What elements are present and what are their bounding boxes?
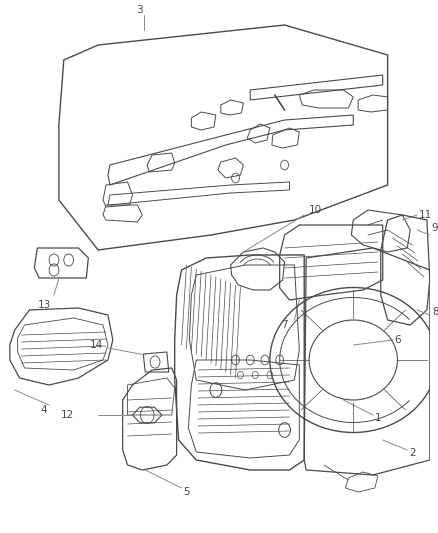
- Text: 2: 2: [409, 448, 416, 458]
- Text: 6: 6: [395, 335, 401, 345]
- Text: 14: 14: [90, 340, 103, 350]
- Text: 1: 1: [375, 413, 381, 423]
- Text: 7: 7: [281, 320, 288, 330]
- Text: 5: 5: [184, 487, 190, 497]
- Text: 11: 11: [419, 210, 432, 220]
- Text: 8: 8: [432, 307, 438, 317]
- Text: 3: 3: [136, 5, 143, 15]
- Text: 9: 9: [432, 223, 438, 233]
- Text: 4: 4: [41, 405, 47, 415]
- Text: 10: 10: [309, 205, 322, 215]
- Text: 12: 12: [60, 410, 74, 420]
- Text: 13: 13: [38, 300, 51, 310]
